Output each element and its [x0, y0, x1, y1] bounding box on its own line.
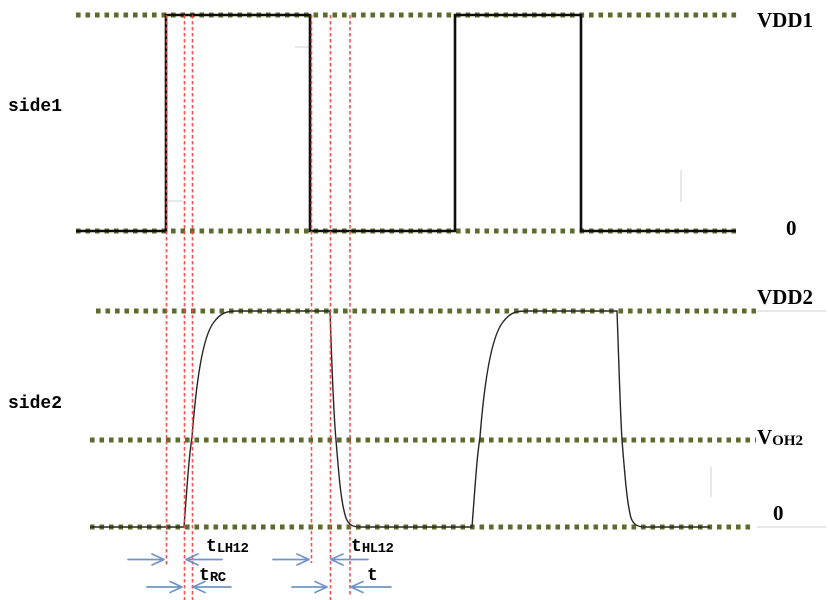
t-label: t — [367, 566, 378, 586]
tlh12-subscript-text: LH12 — [216, 541, 249, 557]
thl12-arrow-left — [330, 553, 369, 566]
trc-arrow-right — [146, 580, 183, 594]
t-arrow-left — [350, 580, 392, 594]
voh2-main-text: V — [757, 425, 773, 449]
t-main-text: t — [367, 566, 378, 586]
side1-label: side1 — [8, 97, 63, 117]
side1-waveform — [76, 13, 736, 233]
zero2-level-label: 0 — [773, 501, 784, 525]
trc-main-text: t — [199, 566, 210, 586]
tlh12-label: tLH12 — [206, 537, 249, 559]
thl12-subscript-text: HL12 — [361, 541, 394, 557]
voh2-level-label: VOH2 — [757, 425, 803, 453]
vdd2-level-label: VDD2 — [757, 285, 813, 309]
side2-waveform — [90, 310, 710, 528]
artifact-lines — [168, 46, 826, 528]
trc-label: tRC — [199, 566, 226, 588]
vdd1-level-label: VDD1 — [757, 8, 813, 32]
tlh12-main-text: t — [206, 537, 217, 557]
t-arrow-right — [291, 580, 328, 594]
voh2-subscript-text: OH2 — [772, 433, 804, 449]
zero1-level-label: 0 — [786, 216, 797, 240]
tlh12-arrow-left — [185, 553, 223, 566]
trc-subscript-text: RC — [209, 570, 226, 586]
thl12-label: tHL12 — [351, 537, 394, 559]
side2-label: side2 — [8, 394, 63, 414]
trc-arrow-left — [192, 580, 232, 594]
tlh12-arrow-right — [127, 553, 165, 566]
thl12-arrow-right — [272, 553, 310, 566]
thl12-main-text: t — [351, 537, 362, 557]
